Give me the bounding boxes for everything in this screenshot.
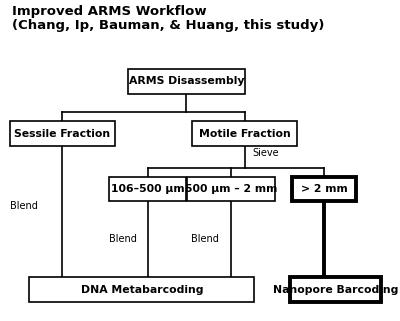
FancyBboxPatch shape xyxy=(188,177,275,201)
Text: Improved ARMS Workflow: Improved ARMS Workflow xyxy=(12,5,207,18)
FancyBboxPatch shape xyxy=(192,121,297,146)
Text: (Chang, Ip, Bauman, & Huang, this study): (Chang, Ip, Bauman, & Huang, this study) xyxy=(12,19,324,32)
Text: > 2 mm: > 2 mm xyxy=(301,184,348,194)
FancyBboxPatch shape xyxy=(292,177,356,201)
Text: Motile Fraction: Motile Fraction xyxy=(199,129,290,139)
FancyBboxPatch shape xyxy=(109,177,186,201)
Text: Blend: Blend xyxy=(108,234,136,244)
FancyBboxPatch shape xyxy=(10,121,115,146)
Text: Blend: Blend xyxy=(191,234,219,244)
Text: Sieve: Sieve xyxy=(253,148,279,158)
Text: ARMS Disassembly: ARMS Disassembly xyxy=(129,76,244,86)
Text: DNA Metabarcoding: DNA Metabarcoding xyxy=(81,285,203,295)
Text: 500 μm – 2 mm: 500 μm – 2 mm xyxy=(185,184,277,194)
Text: Nanopore Barcoding: Nanopore Barcoding xyxy=(273,285,398,295)
FancyBboxPatch shape xyxy=(29,277,254,302)
Text: Sessile Fraction: Sessile Fraction xyxy=(14,129,110,139)
FancyBboxPatch shape xyxy=(290,277,382,302)
Text: 106–500 μm: 106–500 μm xyxy=(111,184,184,194)
FancyBboxPatch shape xyxy=(128,69,245,94)
Text: Blend: Blend xyxy=(10,201,38,211)
